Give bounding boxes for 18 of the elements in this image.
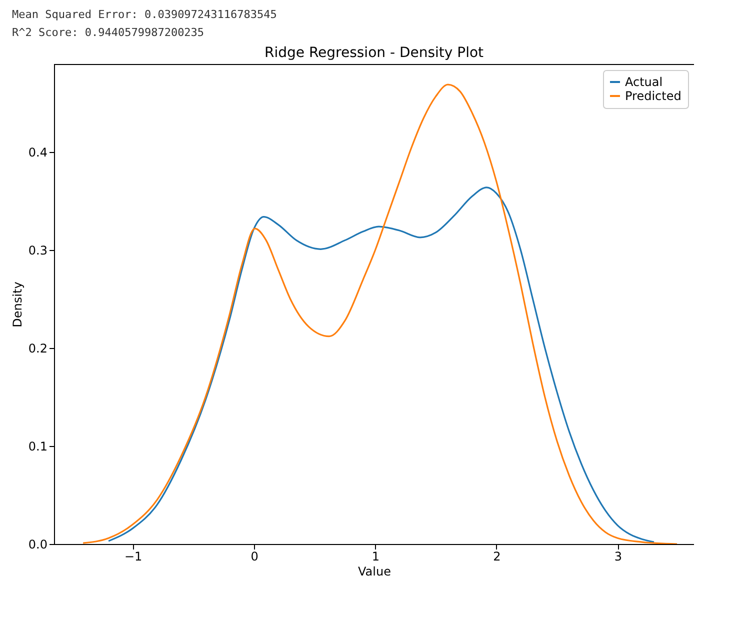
- x-axis-title: Value: [358, 564, 391, 578]
- chart-title: Ridge Regression - Density Plot: [264, 45, 484, 61]
- legend-label: Actual: [625, 75, 663, 89]
- x-tick-label: 3: [614, 550, 622, 564]
- x-tick-label: −1: [124, 550, 142, 564]
- x-tick-label: 2: [493, 550, 501, 564]
- y-tick-label: 0.3: [28, 244, 48, 258]
- y-tick-label: 0.1: [28, 440, 48, 454]
- y-tick-label: 0.2: [28, 342, 48, 356]
- legend-label: Predicted: [625, 89, 682, 103]
- line-series: [108, 186, 655, 543]
- y-tick-label: 0.4: [28, 146, 48, 160]
- x-tick-label: 0: [250, 550, 258, 564]
- y-axis-title: Density: [10, 282, 24, 328]
- x-tick-label: 1: [372, 550, 380, 564]
- text: Mean Squared Error: 0.039097243116783545: [12, 7, 278, 23]
- y-tick-label: 0.0: [28, 538, 48, 552]
- text: R^2 Score: 0.9440579987200235: [12, 25, 206, 41]
